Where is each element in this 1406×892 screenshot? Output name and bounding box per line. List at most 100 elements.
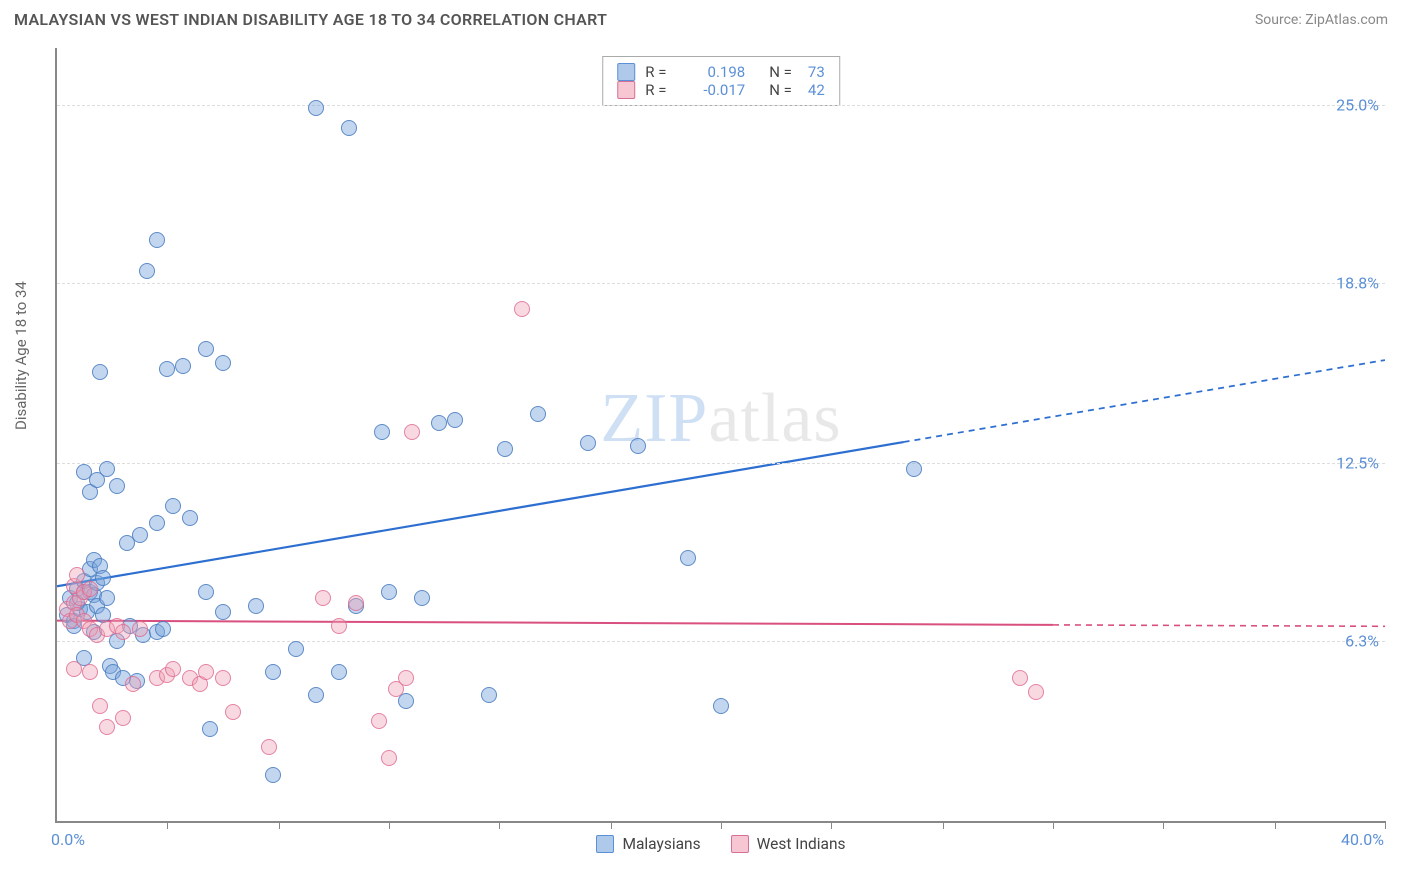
data-point	[398, 670, 414, 686]
data-point	[115, 624, 131, 640]
data-point	[82, 581, 98, 597]
data-point	[265, 767, 281, 783]
correlation-row-malaysians: R = 0.198 N = 73	[617, 63, 825, 81]
data-point	[680, 550, 696, 566]
data-point	[431, 415, 447, 431]
data-point	[414, 590, 430, 606]
x-tick	[389, 821, 390, 829]
data-point	[92, 698, 108, 714]
data-point	[341, 120, 357, 136]
data-point	[404, 424, 420, 440]
data-point	[132, 621, 148, 637]
data-point	[381, 584, 397, 600]
data-point	[99, 461, 115, 477]
data-point	[248, 598, 264, 614]
correlation-row-westindians: R = -0.017 N = 42	[617, 81, 825, 99]
data-point	[481, 687, 497, 703]
data-point	[198, 664, 214, 680]
data-point	[165, 498, 181, 514]
x-tick	[279, 821, 280, 829]
data-point	[713, 698, 729, 714]
series-legend: Malaysians West Indians	[57, 835, 1385, 853]
n-value-westindians: 42	[808, 81, 825, 99]
data-point	[906, 461, 922, 477]
x-tick	[721, 821, 722, 829]
swatch-pink	[731, 835, 749, 853]
r-value-westindians: -0.017	[689, 81, 745, 99]
gridline	[57, 105, 1385, 106]
data-point	[215, 604, 231, 620]
chart-header: MALAYSIAN VS WEST INDIAN DISABILITY AGE …	[0, 0, 1406, 35]
data-point	[99, 590, 115, 606]
x-tick	[831, 821, 832, 829]
data-point	[165, 661, 181, 677]
y-tick-label: 12.5%	[1336, 454, 1379, 473]
y-tick-label: 6.3%	[1345, 631, 1379, 650]
legend-item-malaysians: Malaysians	[596, 835, 700, 853]
scatter-plot-area: ZIPatlas R = 0.198 N = 73 R = -0.017 N =…	[55, 48, 1385, 823]
x-tick	[611, 821, 612, 829]
x-axis-label: 40.0%	[1341, 830, 1384, 849]
data-point	[99, 719, 115, 735]
r-value-malaysians: 0.198	[689, 63, 745, 81]
data-point	[198, 584, 214, 600]
n-value-malaysians: 73	[808, 63, 825, 81]
data-point	[514, 301, 530, 317]
data-point	[182, 510, 198, 526]
data-point	[115, 710, 131, 726]
data-point	[580, 435, 596, 451]
data-point	[1028, 684, 1044, 700]
data-point	[331, 664, 347, 680]
data-point	[175, 358, 191, 374]
data-point	[315, 590, 331, 606]
source-attribution: Source: ZipAtlas.com	[1255, 12, 1388, 28]
data-point	[261, 739, 277, 755]
data-point	[215, 355, 231, 371]
r-label: R =	[645, 81, 679, 99]
data-point	[630, 438, 646, 454]
data-point	[331, 618, 347, 634]
x-tick	[167, 821, 168, 829]
legend-label-westindians: West Indians	[757, 835, 846, 853]
data-point	[125, 676, 141, 692]
data-point	[497, 441, 513, 457]
data-point	[95, 570, 111, 586]
data-point	[308, 100, 324, 116]
data-point	[288, 641, 304, 657]
gridline	[57, 641, 1385, 642]
data-point	[66, 661, 82, 677]
swatch-blue	[596, 835, 614, 853]
data-point	[447, 412, 463, 428]
y-axis-label: Disability Age 18 to 34	[12, 281, 30, 430]
data-point	[159, 361, 175, 377]
swatch-pink	[617, 81, 635, 99]
y-tick-label: 18.8%	[1336, 273, 1379, 292]
data-point	[374, 424, 390, 440]
data-point	[371, 713, 387, 729]
data-point	[348, 595, 364, 611]
data-point	[92, 364, 108, 380]
data-point	[155, 621, 171, 637]
x-tick	[1163, 821, 1164, 829]
data-point	[95, 607, 111, 623]
n-label: N =	[769, 63, 792, 81]
data-point	[225, 704, 241, 720]
data-point	[530, 406, 546, 422]
gridline	[57, 283, 1385, 284]
x-tick	[1053, 821, 1054, 829]
data-point	[215, 670, 231, 686]
data-point	[82, 664, 98, 680]
data-point	[202, 721, 218, 737]
data-point	[198, 341, 214, 357]
data-point	[308, 687, 324, 703]
x-tick	[1385, 821, 1386, 829]
swatch-blue	[617, 63, 635, 81]
legend-item-westindians: West Indians	[731, 835, 846, 853]
data-point	[139, 263, 155, 279]
data-point	[1012, 670, 1028, 686]
data-point	[69, 567, 85, 583]
x-tick	[499, 821, 500, 829]
chart-title: MALAYSIAN VS WEST INDIAN DISABILITY AGE …	[14, 10, 607, 29]
data-point	[109, 478, 125, 494]
gridline	[57, 463, 1385, 464]
